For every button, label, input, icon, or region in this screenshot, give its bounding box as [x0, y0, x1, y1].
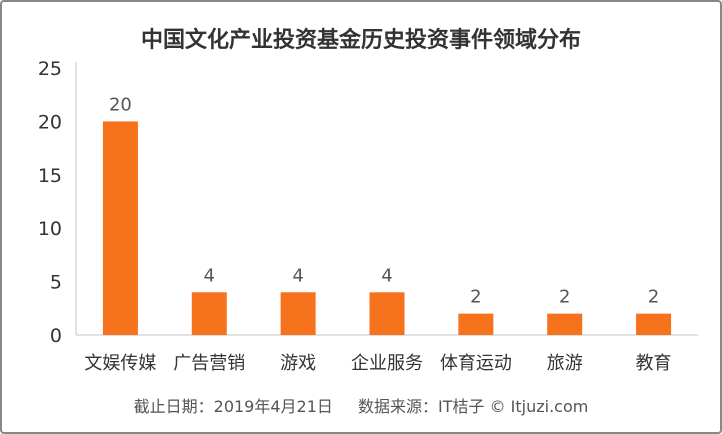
data-label: 2	[470, 287, 481, 308]
bar	[102, 121, 138, 336]
data-label: 2	[648, 287, 659, 308]
data-label: 4	[292, 265, 303, 286]
x-tick-label: 体育运动	[440, 353, 512, 374]
x-tick-label: 旅游	[547, 353, 583, 374]
chart-title: 中国文化产业投资基金历史投资事件领域分布	[140, 28, 581, 53]
x-tick-label: 教育	[636, 353, 672, 374]
x-tick-label: 游戏	[280, 353, 316, 374]
x-tick-label: 广告营销	[173, 353, 245, 374]
data-label: 4	[381, 265, 392, 286]
cutoff-date: 截止日期：2019年4月21日	[133, 397, 333, 416]
bar	[636, 313, 672, 335]
y-tick-label: 15	[38, 165, 62, 187]
data-source: 数据来源：IT桔子 © Itjuzi.com	[358, 397, 589, 416]
bar	[547, 313, 583, 335]
y-tick-label: 5	[50, 272, 62, 294]
data-label: 20	[109, 94, 132, 115]
bar	[191, 292, 227, 335]
x-tick-label: 文娱传媒	[84, 353, 156, 374]
y-tick-label: 10	[38, 218, 62, 240]
data-label: 4	[204, 265, 215, 286]
bar	[369, 292, 405, 335]
data-label: 2	[559, 287, 570, 308]
bar	[458, 313, 494, 335]
y-tick-label: 20	[38, 111, 62, 133]
x-tick-label: 企业服务	[351, 353, 423, 374]
footer: 截止日期：2019年4月21日 数据来源：IT桔子 © Itjuzi.com	[2, 393, 720, 417]
bar	[280, 292, 316, 335]
y-tick-label: 0	[50, 325, 62, 347]
y-tick-label: 25	[38, 58, 62, 80]
